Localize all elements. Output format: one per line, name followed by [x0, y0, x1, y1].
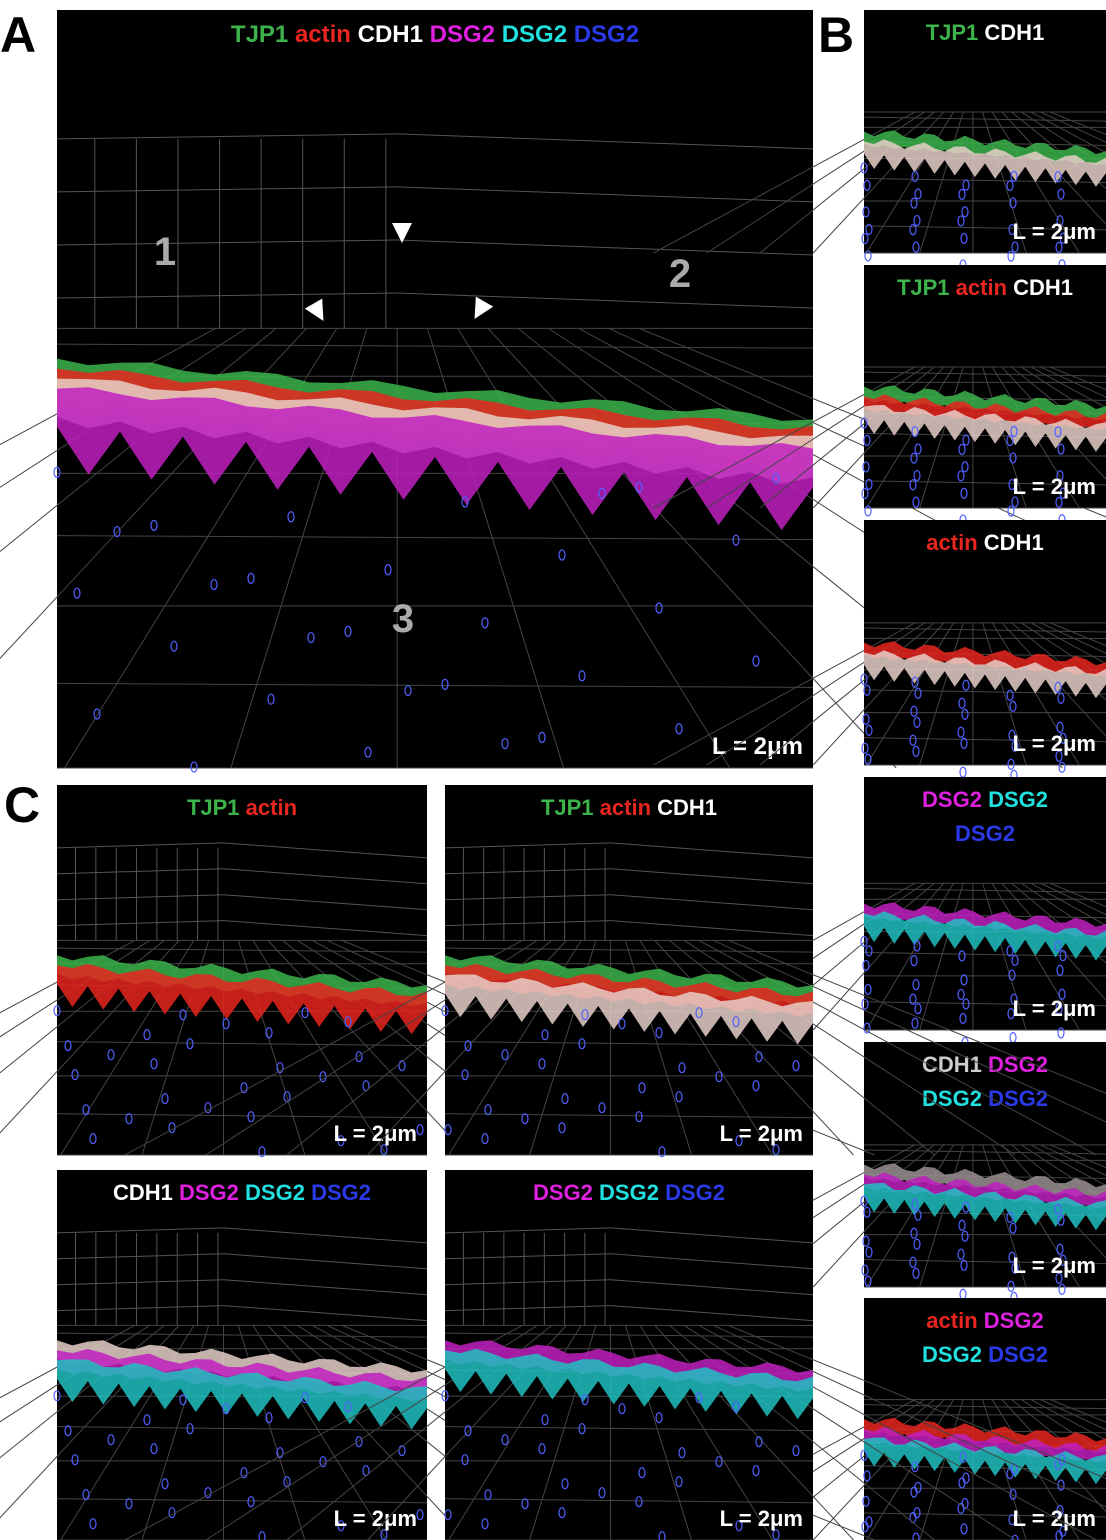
channel-name: actin — [246, 795, 297, 820]
channel-name: DSG2 — [179, 1180, 239, 1205]
panel-background — [864, 520, 1106, 765]
puncta — [960, 767, 966, 777]
channel-name: TJP1 — [187, 795, 240, 820]
region-number: 3 — [392, 597, 414, 641]
channel-name: DSG2 — [922, 787, 982, 812]
panel-background — [864, 265, 1106, 508]
channel-name: CDH1 — [922, 1052, 982, 1077]
channel-label: actin DSG2 — [926, 1308, 1043, 1333]
scale-label: L = 2μm — [720, 1506, 803, 1531]
channel-name: TJP1 — [541, 795, 594, 820]
channel-name: DSG2 — [988, 787, 1048, 812]
scale-label: L = 2μm — [1013, 1506, 1096, 1531]
channel-name: DSG2 — [988, 1342, 1048, 1367]
scale-label: L = 2μm — [1013, 219, 1096, 244]
channel-name: CDH1 — [984, 20, 1044, 45]
channel-name: DSG2 — [988, 1086, 1048, 1111]
channel-label: CDH1 DSG2 DSG2 DSG2 — [113, 1180, 371, 1205]
channel-name: actin — [956, 275, 1007, 300]
channel-label: CDH1 DSG2 — [922, 1052, 1048, 1077]
channel-name: DSG2 — [311, 1180, 371, 1205]
panel-background — [864, 10, 1106, 253]
channel-name: TJP1 — [231, 21, 288, 48]
panel-letter: C — [4, 777, 40, 833]
channel-label: TJP1 CDH1 — [926, 20, 1045, 45]
channel-name: DSG2 — [599, 1180, 659, 1205]
panel-letter: A — [0, 7, 36, 63]
puncta — [960, 1289, 966, 1299]
channel-name: actin — [600, 795, 651, 820]
scale-label: L = 2μm — [1013, 1253, 1096, 1278]
channel-name: DSG2 — [502, 21, 567, 48]
channel-name: CDH1 — [358, 21, 423, 48]
channel-label: TJP1 actin CDH1 — [897, 275, 1073, 300]
channel-label: actin CDH1 — [926, 530, 1043, 555]
channel-name: DSG2 — [665, 1180, 725, 1205]
channel-name: CDH1 — [984, 530, 1044, 555]
channel-label: DSG2 DSG2 DSG2 — [533, 1180, 725, 1205]
channel-label: TJP1 actin CDH1 DSG2 DSG2 DSG2 — [231, 21, 639, 48]
channel-name: DSG2 — [533, 1180, 593, 1205]
puncta — [1010, 1033, 1016, 1043]
channel-name: TJP1 — [926, 20, 979, 45]
channel-name: DSG2 — [922, 1342, 982, 1367]
channel-label: TJP1 actin — [187, 795, 297, 820]
channel-name: DSG2 — [984, 1308, 1044, 1333]
channel-name: actin — [295, 21, 351, 48]
channel-name: actin — [926, 1308, 977, 1333]
scale-label: L = 2μm — [1013, 996, 1096, 1021]
scale-label: L = 2μm — [334, 1121, 417, 1146]
channel-label: DSG2 — [955, 821, 1015, 846]
channel-label: DSG2 DSG2 — [922, 787, 1048, 812]
scale-label: L = 2μm — [334, 1506, 417, 1531]
channel-name: CDH1 — [657, 795, 717, 820]
region-number: 2 — [669, 252, 691, 296]
figure: A B C TJP1 actin CDH1 DSG2 DSG2 DSG2 L = … — [0, 0, 1106, 1540]
scale-label: L = 2μm — [720, 1121, 803, 1146]
panel-background — [864, 1298, 1106, 1540]
channel-name: DSG2 — [955, 821, 1015, 846]
channel-label: TJP1 actin CDH1 — [541, 795, 717, 820]
channel-name: DSG2 — [988, 1052, 1048, 1077]
channel-name: CDH1 — [1013, 275, 1073, 300]
channel-name: TJP1 — [897, 275, 950, 300]
channel-name: actin — [926, 530, 977, 555]
channel-name: CDH1 — [113, 1180, 173, 1205]
panel-letter: B — [818, 7, 854, 63]
scale-label: L = 2μm — [1013, 731, 1096, 756]
region-number: 1 — [154, 230, 176, 274]
scale-label: L = 2μm — [1013, 474, 1096, 499]
channel-name: DSG2 — [574, 21, 639, 48]
channel-name: DSG2 — [430, 21, 495, 48]
channel-name: DSG2 — [922, 1086, 982, 1111]
scale-label: L = 2μm — [712, 733, 803, 760]
channel-name: DSG2 — [245, 1180, 305, 1205]
panel-background — [864, 777, 1106, 1030]
channel-label: DSG2 DSG2 — [922, 1342, 1048, 1367]
